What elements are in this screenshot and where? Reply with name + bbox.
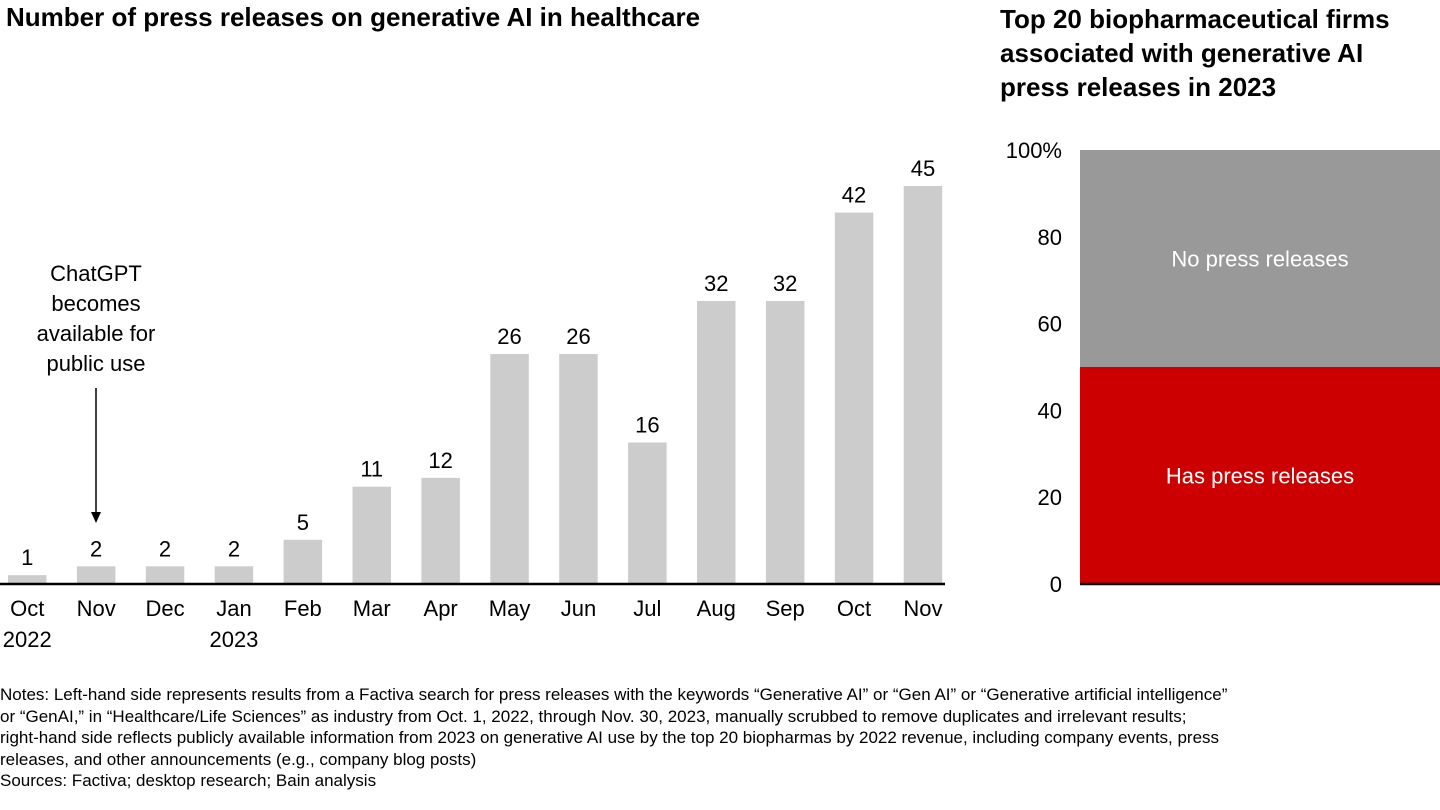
- bar-9: [628, 442, 667, 584]
- x-tick-label: Nov: [903, 596, 942, 621]
- x-tick-label: Jan: [216, 596, 251, 621]
- bar-value-label: 2: [228, 536, 240, 561]
- bar-value-label: 26: [497, 324, 521, 349]
- x-tick-label: Oct: [10, 596, 44, 621]
- bar-value-label: 45: [911, 156, 935, 181]
- segment-label: No press releases: [1171, 247, 1348, 272]
- right-title-line: press releases in 2023: [1000, 72, 1277, 102]
- bar-value-label: 11: [360, 457, 383, 482]
- stack-segment-1: [1080, 150, 1440, 367]
- bar-12: [834, 212, 874, 585]
- notes-line: or “GenAI,” in “Healthcare/Life Sciences…: [0, 706, 1187, 726]
- notes-line: right-hand side reflects publicly availa…: [0, 728, 1220, 747]
- x-tick-label: Mar: [353, 596, 391, 621]
- x-tick-label: Jul: [633, 596, 661, 621]
- left-bar-chart: 1 Oct 2022 2 Nov 2 Dec 2 Jan 2023 5 Feb 11 Mar 12 Apr 26…: [0, 156, 945, 652]
- bar-1: [76, 566, 116, 584]
- annotation-text: available for: [37, 321, 156, 346]
- bar-value-label: 2: [90, 536, 102, 561]
- bar-8: [559, 354, 598, 584]
- bar-10: [697, 300, 736, 584]
- sources-line: Sources: Factiva; desktop research; Bain…: [0, 771, 377, 790]
- annotation-arrowhead: [91, 512, 101, 523]
- segment-label: Has press releases: [1166, 464, 1354, 489]
- bar-4: [283, 539, 323, 584]
- bar-13: [903, 186, 943, 584]
- bar-value-label: 32: [773, 271, 797, 296]
- charts-svg: 1 Oct 2022 2 Nov 2 Dec 2 Jan 2023 5 Feb 11 Mar 12 Apr 26…: [0, 138, 1440, 652]
- right-stacked-chart: Has press releases No press releases 0 20 40…: [1006, 138, 1440, 597]
- x-tick-label: Sep: [766, 596, 805, 621]
- left-chart-title: Number of press releases on generative A…: [6, 2, 701, 32]
- x-tick-label: 2023: [209, 627, 258, 652]
- annotation-text: becomes: [51, 291, 140, 316]
- x-tick-label: Feb: [284, 596, 322, 621]
- bar-0: [8, 575, 47, 584]
- bar-7: [490, 354, 529, 584]
- bar-value-label: 32: [704, 271, 728, 296]
- annotation-text: ChatGPT: [50, 261, 142, 286]
- y-tick-label: 60: [1038, 312, 1062, 337]
- bar-11: [765, 300, 805, 584]
- right-title-line: associated with generative AI: [1000, 38, 1364, 68]
- bar-value-label: 26: [566, 324, 590, 349]
- bar-2: [145, 566, 185, 584]
- y-tick-label: 80: [1038, 225, 1062, 250]
- notes-line: releases, and other announcements (e.g.,…: [0, 749, 477, 769]
- bar-value-label: 16: [635, 412, 659, 437]
- right-title-line: Top 20 biopharmaceutical firms: [1000, 4, 1390, 34]
- x-tick-label: Apr: [424, 596, 458, 621]
- x-tick-label: May: [489, 596, 531, 621]
- notes-block: Notes: Left-hand side represents results…: [0, 684, 1440, 792]
- right-chart-title: Top 20 biopharmaceutical firms associate…: [1000, 2, 1440, 104]
- chatgpt-annotation: ChatGPT becomes available for public use: [37, 261, 156, 523]
- bar-3: [214, 566, 254, 584]
- y-tick-label: 0: [1050, 572, 1062, 597]
- x-tick-label: Oct: [837, 596, 871, 621]
- stack-segment-0: [1080, 367, 1440, 584]
- x-tick-label: 2022: [3, 627, 52, 652]
- y-tick-label: 20: [1038, 485, 1062, 510]
- y-tick-label: 40: [1038, 398, 1062, 423]
- bar-value-label: 1: [21, 545, 33, 570]
- notes-line: Notes: Left-hand side represents results…: [0, 685, 1228, 704]
- x-tick-label: Aug: [697, 596, 736, 621]
- bar-value-label: 5: [297, 510, 309, 535]
- bar-value-label: 42: [842, 183, 866, 208]
- bar-6: [421, 477, 460, 584]
- y-tick-label: 100%: [1006, 138, 1062, 163]
- bar-value-label: 12: [428, 448, 452, 473]
- bar-value-label: 2: [159, 536, 171, 561]
- bar-5: [352, 486, 391, 584]
- x-tick-label: Jun: [561, 596, 596, 621]
- x-tick-label: Nov: [77, 596, 116, 621]
- annotation-text: public use: [46, 351, 145, 376]
- x-tick-label: Dec: [145, 596, 184, 621]
